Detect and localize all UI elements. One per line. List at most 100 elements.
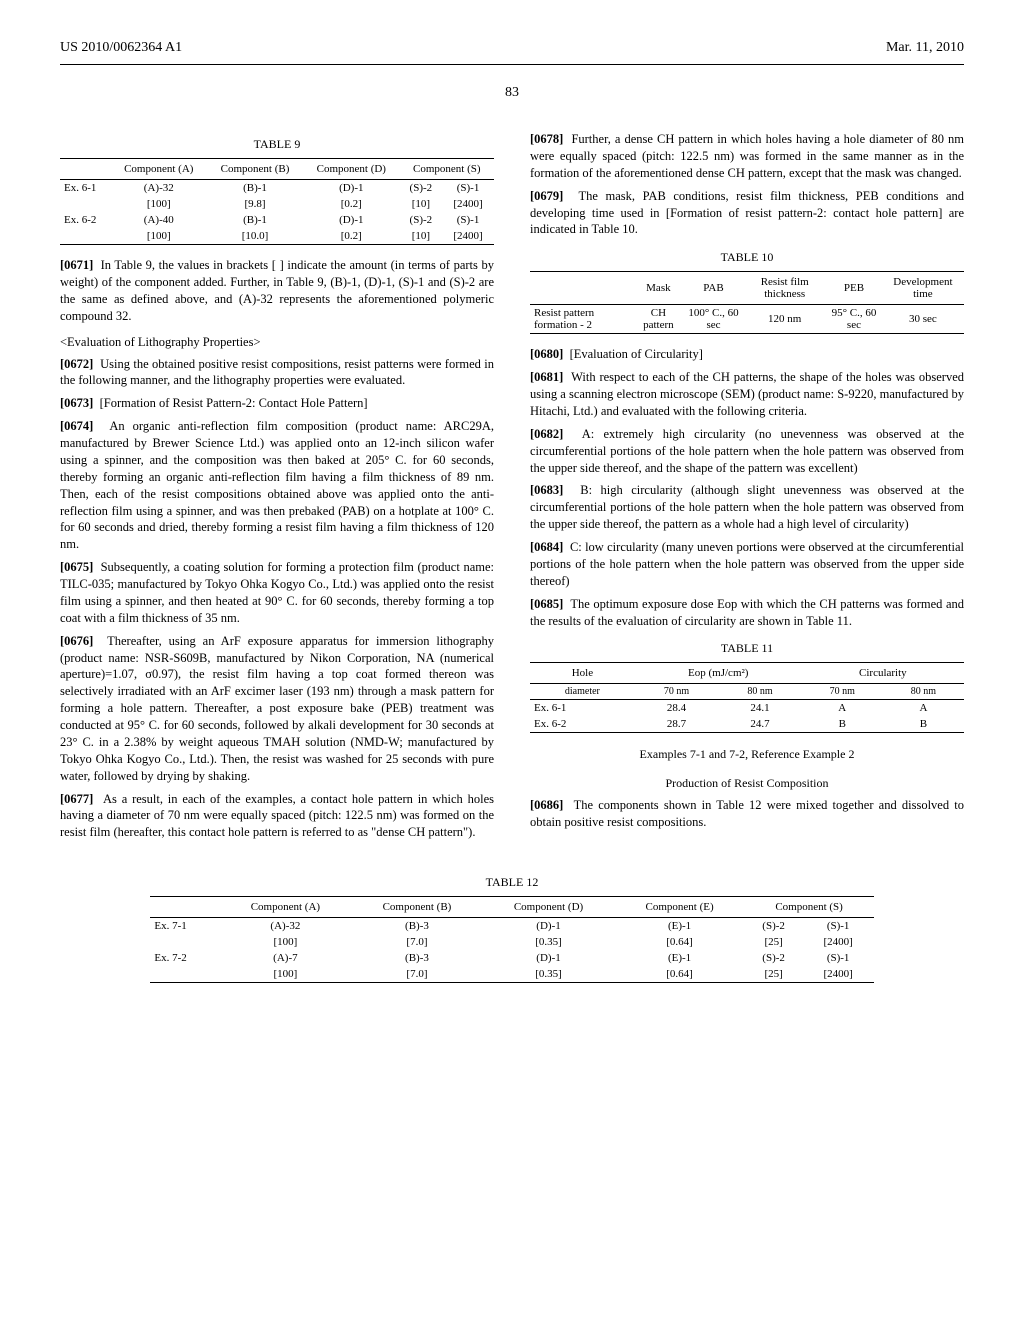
- table-cell: (E)-1: [615, 918, 745, 935]
- table-header: Component (S): [745, 897, 874, 918]
- table-cell: (S)-1: [803, 950, 874, 966]
- table-cell: B: [883, 716, 964, 733]
- table-cell: (D)-1: [482, 918, 614, 935]
- paragraph-0671: [0671] In Table 9, the values in bracket…: [60, 257, 494, 325]
- para-number: [0672]: [60, 357, 93, 371]
- table-cell: [100]: [110, 228, 207, 245]
- table-cell: [0.35]: [482, 966, 614, 983]
- para-number: [0677]: [60, 792, 93, 806]
- table10-caption: TABLE 10: [530, 250, 964, 265]
- paragraph-0685: [0685] The optimum exposure dose Eop wit…: [530, 596, 964, 630]
- table11: Hole Eop (mJ/cm²) Circularity diameter 7…: [530, 662, 964, 733]
- para-number: [0671]: [60, 258, 93, 272]
- table-cell: [2400]: [803, 934, 874, 950]
- table-cell: Ex. 6-2: [60, 212, 110, 228]
- table-cell: [0.64]: [615, 934, 745, 950]
- table-cell: [2400]: [803, 966, 874, 983]
- para-text: The mask, PAB conditions, resist film th…: [530, 189, 964, 237]
- table-cell: 24.1: [718, 700, 801, 717]
- table-header: [60, 159, 110, 180]
- table-header: Component (A): [219, 897, 351, 918]
- table-subheader: 80 nm: [883, 684, 964, 700]
- paragraph-0679: [0679] The mask, PAB conditions, resist …: [530, 188, 964, 239]
- table-row: Ex. 6-2 (A)-40 (B)-1 (D)-1 (S)-2 (S)-1: [60, 212, 494, 228]
- paragraph-0678: [0678] Further, a dense CH pattern in wh…: [530, 131, 964, 182]
- para-number: [0678]: [530, 132, 563, 146]
- table-cell: A: [883, 700, 964, 717]
- paragraph-0683: [0683] B: high circularity (although sli…: [530, 482, 964, 533]
- table-row: [100] [10.0] [0.2] [10] [2400]: [60, 228, 494, 245]
- table-subheader: diameter: [530, 684, 635, 700]
- table-cell: [7.0]: [351, 966, 482, 983]
- left-column: TABLE 9 Component (A) Component (B) Comp…: [60, 125, 494, 847]
- table-subheader: 80 nm: [718, 684, 801, 700]
- table-row: Ex. 7-1 (A)-32 (B)-3 (D)-1 (E)-1 (S)-2 (…: [150, 918, 873, 935]
- paragraph-0677: [0677] As a result, in each of the examp…: [60, 791, 494, 842]
- table-header: Component (B): [207, 159, 303, 180]
- table-header: PEB: [826, 272, 882, 305]
- table-cell: (S)-1: [803, 918, 874, 935]
- table-cell: (A)-32: [219, 918, 351, 935]
- para-text: [Formation of Resist Pattern-2: Contact …: [100, 396, 368, 410]
- table-row: [100] [9.8] [0.2] [10] [2400]: [60, 196, 494, 212]
- table-cell: [10]: [400, 228, 442, 245]
- table-cell: [0.35]: [482, 934, 614, 950]
- table10: Mask PAB Resist film thickness PEB Devel…: [530, 271, 964, 334]
- example-subtitle: Production of Resist Composition: [530, 776, 964, 791]
- table-header: PAB: [684, 272, 744, 305]
- para-number: [0685]: [530, 597, 563, 611]
- para-text: Further, a dense CH pattern in which hol…: [530, 132, 964, 180]
- paragraph-0684: [0684] C: low circularity (many uneven p…: [530, 539, 964, 590]
- table-cell: 28.4: [635, 700, 718, 717]
- table-cell: Ex. 6-2: [530, 716, 635, 733]
- table-cell: (E)-1: [615, 950, 745, 966]
- page-header: US 2010/0062364 A1 Mar. 11, 2010: [60, 40, 964, 65]
- table-header: Resist film thickness: [743, 272, 826, 305]
- table-cell: (S)-2: [400, 212, 442, 228]
- table-header: [150, 897, 219, 918]
- table-cell: [150, 966, 219, 983]
- table-cell: [0.64]: [615, 966, 745, 983]
- publication-date: Mar. 11, 2010: [886, 40, 964, 56]
- para-number: [0682]: [530, 427, 563, 441]
- table-header: Component (S): [400, 159, 494, 180]
- table-cell: (A)-40: [110, 212, 207, 228]
- table12-container: TABLE 12 Component (A) Component (B) Com…: [60, 875, 964, 983]
- table-cell: [150, 934, 219, 950]
- table-cell: (S)-2: [745, 950, 803, 966]
- table-row: Ex. 6-1 (A)-32 (B)-1 (D)-1 (S)-2 (S)-1: [60, 180, 494, 197]
- table-cell: [9.8]: [207, 196, 303, 212]
- table-cell: [2400]: [442, 228, 494, 245]
- table-cell: [100]: [219, 934, 351, 950]
- page-number: 83: [60, 85, 964, 101]
- table-header: Hole: [530, 663, 635, 684]
- table-header: Development time: [882, 272, 964, 305]
- para-text: Subsequently, a coating solution for for…: [60, 560, 494, 625]
- table-cell: 30 sec: [882, 305, 964, 334]
- para-number: [0673]: [60, 396, 93, 410]
- para-text: A: extremely high circularity (no uneven…: [530, 427, 964, 475]
- table-row: [100] [7.0] [0.35] [0.64] [25] [2400]: [150, 934, 873, 950]
- table-header: Eop (mJ/cm²): [635, 663, 802, 684]
- paragraph-0672: [0672] Using the obtained positive resis…: [60, 356, 494, 390]
- right-column: [0678] Further, a dense CH pattern in wh…: [530, 125, 964, 847]
- table-cell: (B)-3: [351, 918, 482, 935]
- publication-number: US 2010/0062364 A1: [60, 40, 182, 56]
- two-column-body: TABLE 9 Component (A) Component (B) Comp…: [60, 125, 964, 847]
- table-subheader: 70 nm: [635, 684, 718, 700]
- para-text: C: low circularity (many uneven portions…: [530, 540, 964, 588]
- table-cell: (A)-7: [219, 950, 351, 966]
- para-text: The optimum exposure dose Eop with which…: [530, 597, 964, 628]
- table-cell: [0.2]: [303, 196, 400, 212]
- table-cell: (S)-2: [400, 180, 442, 197]
- para-number: [0674]: [60, 419, 93, 433]
- para-number: [0679]: [530, 189, 563, 203]
- table-cell: [10.0]: [207, 228, 303, 245]
- table-header: Component (B): [351, 897, 482, 918]
- table-cell: [60, 196, 110, 212]
- table-cell: 28.7: [635, 716, 718, 733]
- para-text: The components shown in Table 12 were mi…: [530, 798, 964, 829]
- table9: Component (A) Component (B) Component (D…: [60, 158, 494, 245]
- table-row: Ex. 6-2 28.7 24.7 B B: [530, 716, 964, 733]
- paragraph-0680: [0680] [Evaluation of Circularity]: [530, 346, 964, 363]
